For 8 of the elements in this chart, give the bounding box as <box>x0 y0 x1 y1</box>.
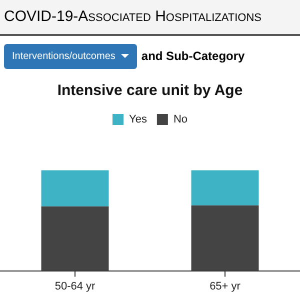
x-tick-label: 50-64 yr <box>54 280 96 292</box>
text: COVID-19-Associated Hospitalizations <box>0 0 300 36</box>
legend-label: Yes <box>128 114 148 126</box>
legend-label: No <box>173 114 188 126</box>
chart-title: Intensive care unit by Age <box>57 82 243 100</box>
x-tick-label: 65+ yr <box>210 280 241 292</box>
text: and Sub-Category <box>141 49 245 63</box>
text: Interventions/outcomes <box>12 50 116 62</box>
